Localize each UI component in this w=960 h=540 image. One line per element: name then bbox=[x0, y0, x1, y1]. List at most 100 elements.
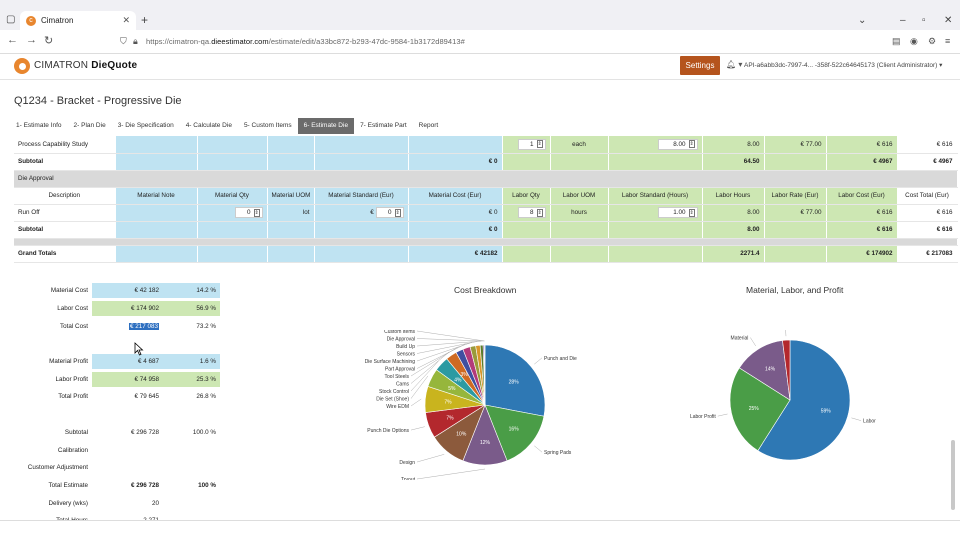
pie-slice-spring-pads[interactable] bbox=[484, 404, 545, 462]
summary-panel: Material Cost € 42 182 14.2 % Labor Cost € 1… bbox=[14, 282, 250, 530]
pie-category-label: Die Set (Shoe) bbox=[376, 397, 409, 403]
summary-percent bbox=[165, 460, 220, 475]
summary-label: Customer Adjustment bbox=[27, 464, 88, 472]
settings-button[interactable]: Settings bbox=[680, 56, 720, 75]
summary-row: Subtotal € 296 728 100.0 % bbox=[14, 424, 250, 442]
forward-icon[interactable]: → bbox=[26, 34, 37, 46]
pie-slice-label: 12% bbox=[480, 440, 491, 446]
pie-slice-labor[interactable] bbox=[757, 339, 851, 461]
stepper-icon[interactable]: ⇕ bbox=[253, 208, 260, 217]
column-header: Description bbox=[14, 187, 116, 205]
tab-step-2[interactable]: 2- Plan Die bbox=[73, 122, 106, 129]
tab-step-5[interactable]: 5- Custom Items bbox=[243, 122, 292, 129]
grand-totals-row: Grand Totals € 42182 2271.4 € 174902 € 2… bbox=[14, 245, 958, 263]
user-menu[interactable]: API-a6abb3dc-7997-4... -358f-522c6464517… bbox=[744, 62, 943, 69]
tab-step-1[interactable]: 1- Estimate Info bbox=[16, 122, 62, 129]
summary-value: € 42 182 bbox=[134, 287, 159, 295]
pie-leader-line bbox=[410, 398, 422, 407]
summary-label: Total Cost bbox=[60, 322, 88, 330]
stepper-icon[interactable]: ⇕ bbox=[394, 208, 401, 217]
summary-percent: 25.3 % bbox=[165, 371, 220, 387]
summary-percent: 26.8 % bbox=[196, 393, 216, 401]
stepper-icon[interactable]: ⇕ bbox=[688, 140, 695, 149]
labor-cost: € 616 bbox=[826, 136, 898, 154]
summary-value: € 79 645 bbox=[134, 393, 159, 401]
section-header-die-approval: Die Approval bbox=[14, 170, 958, 188]
estimate-grid: Process Capability Study 1 ⇕ each 8.00 ⇕ 8… bbox=[14, 136, 958, 263]
material-qty-input[interactable]: 0 ⇕ bbox=[234, 207, 263, 218]
lock-icon[interactable]: 🔒︎ bbox=[133, 36, 138, 46]
stepper-icon[interactable]: ⇕ bbox=[536, 140, 543, 149]
pie-category-label: Labor Profit bbox=[690, 414, 716, 420]
subtotal-row: Subtotal € 0 64.50 € 4967 € 4967 bbox=[14, 153, 958, 171]
cost-breakdown-pie-chart: 28% Punch and Die 16% Spring Pads 12% 10% 7% 7%… bbox=[365, 330, 577, 480]
summary-row: Labor Profit € 74 958 25.3 % bbox=[14, 370, 250, 388]
pie-leader-line bbox=[416, 341, 478, 354]
pie-category-label: Punch and Die bbox=[544, 356, 577, 362]
pie-slice-material-profit[interactable] bbox=[782, 339, 791, 401]
pie-slice-label: 7% bbox=[444, 399, 452, 405]
tab-step-4[interactable]: 4- Calculate Die bbox=[185, 122, 232, 129]
scrollbar[interactable] bbox=[951, 440, 955, 510]
summary-percent bbox=[165, 407, 220, 422]
account-icon[interactable]: ◉ bbox=[910, 36, 918, 46]
labor-qty-input[interactable]: 1 ⇕ bbox=[517, 138, 546, 150]
tab-step-3[interactable]: 3- Die Specification bbox=[117, 122, 174, 129]
close-tab-icon[interactable]: ✕ bbox=[122, 15, 130, 25]
summary-row: Delivery (wks) 20 bbox=[14, 494, 250, 512]
back-icon[interactable]: ← bbox=[7, 34, 18, 46]
column-header: Labor UOM bbox=[550, 187, 609, 205]
tab-step-8[interactable]: Report bbox=[418, 122, 439, 129]
pie-leader-line bbox=[785, 330, 787, 337]
pie-slice-labor-profit[interactable] bbox=[729, 367, 791, 452]
tab-overflow-chevron-icon[interactable]: ⌄ bbox=[858, 15, 867, 26]
summary-label: Labor Cost bbox=[57, 305, 88, 313]
bell-icon[interactable]: 🔔︎ ▾ bbox=[726, 60, 743, 69]
extensions-icon[interactable]: ⚙ bbox=[928, 36, 937, 46]
app-header bbox=[0, 54, 960, 80]
tab-step-6[interactable]: 6- Estimate Die bbox=[297, 118, 355, 134]
url-text[interactable]: https://cimatron-qa.dieestimator.com/est… bbox=[146, 37, 465, 46]
stepper-icon[interactable]: ⇕ bbox=[688, 208, 695, 217]
pie-leader-line bbox=[534, 357, 543, 365]
material-std-input[interactable]: 0 ⇕ bbox=[375, 207, 404, 218]
library-icon[interactable]: ▤ bbox=[892, 36, 901, 46]
tab-list-icon[interactable]: ▢ bbox=[6, 14, 16, 25]
tab-step-7[interactable]: 7- Estimate Part bbox=[360, 122, 407, 129]
pie-category-label: Cams bbox=[396, 382, 410, 388]
pie-slice-custom-items[interactable] bbox=[483, 344, 486, 406]
pie-category-label: Die Approval bbox=[387, 337, 415, 343]
new-tab-icon[interactable]: + bbox=[141, 13, 149, 27]
pie-slice-punch-and-die[interactable] bbox=[484, 344, 546, 417]
pie-slice-material[interactable] bbox=[738, 340, 791, 401]
summary-percent: 14.2 % bbox=[165, 283, 220, 299]
browser-tab[interactable]: c Cimatron ✕ bbox=[20, 11, 136, 30]
reload-icon[interactable]: ↻ bbox=[44, 35, 54, 47]
summary-label: Total Profit bbox=[58, 393, 88, 401]
maximize-icon[interactable]: ▫ bbox=[922, 15, 926, 26]
pie-category-label: Part Approval bbox=[385, 367, 415, 373]
pie-leader-line bbox=[416, 454, 445, 463]
shield-icon[interactable]: ⛉ bbox=[120, 36, 127, 46]
chart-title-material-labor-profit: Material, Labor, and Profit bbox=[746, 285, 844, 295]
summary-value: € 4 687 bbox=[137, 358, 159, 366]
pie-category-label: Custom Items bbox=[384, 330, 415, 335]
close-window-icon[interactable]: ✕ bbox=[944, 15, 953, 26]
labor-qty-input[interactable]: 8 ⇕ bbox=[517, 207, 546, 218]
chart-title-cost-breakdown: Cost Breakdown bbox=[454, 285, 517, 295]
browser-tab-bar: ▢ c Cimatron ✕ + ⌄ – ▫ ✕ bbox=[0, 0, 960, 30]
page-bottom bbox=[0, 520, 960, 540]
summary-value: € 74 958 bbox=[134, 375, 159, 383]
minimize-icon[interactable]: – bbox=[900, 15, 906, 26]
separator-row bbox=[14, 238, 958, 246]
pie-slice-label: 10% bbox=[456, 432, 467, 438]
menu-icon[interactable]: ≡ bbox=[945, 36, 951, 46]
labor-std-input[interactable]: 8.00 ⇕ bbox=[657, 138, 698, 150]
stepper-icon[interactable]: ⇕ bbox=[536, 208, 543, 217]
summary-row: Total Profit € 79 645 26.8 % bbox=[14, 388, 250, 406]
summary-percent bbox=[165, 496, 220, 511]
column-header: Labor Cost (Eur) bbox=[826, 187, 898, 205]
labor-std-input[interactable]: 1.00 ⇕ bbox=[657, 207, 698, 218]
column-header: Labor Standard (Hours) bbox=[608, 187, 703, 205]
